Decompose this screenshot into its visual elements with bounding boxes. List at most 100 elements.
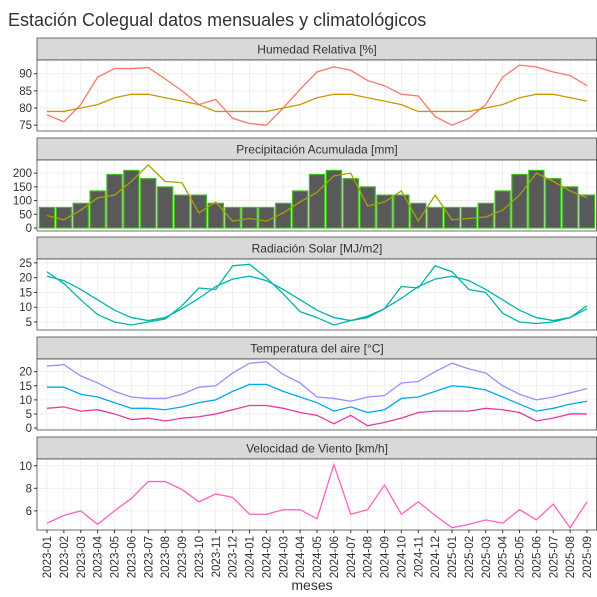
bar bbox=[190, 194, 208, 229]
x-tick-label: 2024-12 bbox=[430, 536, 442, 578]
x-tick-label: 2024-03 bbox=[278, 536, 290, 578]
y-tick-label: 50 bbox=[19, 209, 32, 221]
x-tick-label: 2023-05 bbox=[110, 536, 122, 578]
x-tick-label: 2024-06 bbox=[329, 536, 341, 578]
x-tick-label: 2025-09 bbox=[582, 536, 594, 578]
y-tick-label: 100 bbox=[13, 196, 32, 208]
y-tick-label: 150 bbox=[13, 182, 32, 194]
bar bbox=[376, 194, 393, 229]
strip-label: Radiación Solar [MJ/m2] bbox=[252, 242, 383, 256]
line bbox=[46, 164, 588, 223]
y-tick-label: 10 bbox=[19, 395, 32, 407]
line bbox=[46, 462, 588, 529]
bar bbox=[342, 178, 359, 229]
x-tick-label: 2024-05 bbox=[312, 536, 324, 578]
y-tick-label: 10 bbox=[19, 461, 32, 473]
bar bbox=[325, 169, 343, 229]
bar bbox=[291, 190, 309, 229]
bar bbox=[359, 186, 376, 229]
line bbox=[46, 263, 588, 326]
bar bbox=[38, 206, 56, 229]
bar bbox=[72, 202, 89, 229]
x-tick-label: 2024-04 bbox=[295, 535, 307, 578]
x-tick-label: 2025-02 bbox=[464, 536, 476, 578]
strip-label: Temperatura del aire [°C] bbox=[250, 342, 384, 356]
x-tick-label: 2024-09 bbox=[380, 536, 392, 578]
x-tick-label: 2023-10 bbox=[194, 536, 206, 578]
bar bbox=[426, 206, 444, 229]
bar bbox=[207, 202, 224, 229]
bar bbox=[224, 206, 241, 229]
x-tick-label: 2024-01 bbox=[245, 536, 257, 578]
y-tick-label: 90 bbox=[19, 69, 32, 81]
bar bbox=[477, 202, 494, 229]
x-tick-label: 2023-08 bbox=[160, 536, 172, 578]
x-tick-label: 2023-11 bbox=[211, 536, 223, 577]
y-tick-label: 5 bbox=[26, 409, 32, 421]
y-tick-label: 5 bbox=[26, 317, 32, 329]
bar bbox=[393, 194, 410, 229]
y-tick-label: 15 bbox=[19, 381, 32, 393]
bar bbox=[443, 206, 461, 229]
y-tick-label: 15 bbox=[19, 287, 32, 299]
x-tick-label: 2023-12 bbox=[228, 536, 240, 578]
bar bbox=[410, 202, 427, 229]
line bbox=[46, 64, 588, 126]
y-tick-label: 20 bbox=[19, 367, 32, 379]
x-tick-label: 2025-04 bbox=[498, 535, 510, 578]
y-tick-label: 85 bbox=[19, 86, 32, 98]
strip-label: Humedad Relativa [%] bbox=[257, 43, 376, 57]
x-tick-label: 2024-08 bbox=[363, 536, 375, 578]
x-tick-label: 2024-11 bbox=[413, 536, 425, 577]
bar bbox=[140, 178, 157, 229]
x-tick-label: 2024-07 bbox=[346, 536, 358, 578]
y-tick-label: 25 bbox=[19, 258, 32, 270]
x-tick-label: 2023-03 bbox=[76, 536, 88, 578]
x-tick-label: 2025-01 bbox=[447, 536, 459, 578]
line bbox=[47, 93, 588, 113]
x-tick-label: 2023-02 bbox=[59, 536, 71, 578]
x-tick-label: 2025-03 bbox=[481, 536, 493, 578]
y-tick-label: 75 bbox=[19, 120, 32, 132]
x-tick-label: 2025-06 bbox=[531, 536, 543, 578]
line bbox=[46, 404, 587, 427]
line bbox=[46, 361, 588, 402]
bar bbox=[578, 194, 596, 229]
strip-label: Precipitación Acumulada [mm] bbox=[236, 143, 397, 157]
y-tick-label: 6 bbox=[26, 506, 32, 518]
x-tick-label: 2025-08 bbox=[565, 536, 577, 578]
bar bbox=[173, 194, 191, 229]
x-tick-label: 2024-02 bbox=[261, 536, 273, 578]
chart-title: Estación Colegual datos mensuales y clim… bbox=[8, 10, 426, 30]
x-tick-label: 2023-01 bbox=[42, 536, 54, 578]
y-tick-label: 10 bbox=[19, 302, 32, 314]
bar bbox=[561, 186, 579, 229]
y-tick-label: 0 bbox=[26, 423, 32, 435]
x-tick-label: 2025-07 bbox=[548, 536, 560, 578]
x-axis-title: meses bbox=[291, 577, 332, 593]
x-tick-label: 2023-09 bbox=[177, 536, 189, 578]
bar bbox=[545, 178, 562, 229]
x-tick-label: 2023-06 bbox=[126, 536, 138, 578]
y-tick-label: 200 bbox=[13, 168, 32, 180]
bar bbox=[241, 206, 258, 229]
line bbox=[47, 383, 588, 414]
x-tick-label: 2024-10 bbox=[396, 536, 408, 578]
bar bbox=[528, 169, 545, 229]
y-tick-label: 80 bbox=[19, 103, 32, 115]
bar bbox=[308, 173, 326, 229]
bar bbox=[106, 173, 123, 229]
bar bbox=[275, 202, 292, 229]
y-tick-label: 20 bbox=[19, 273, 32, 285]
y-tick-label: 0 bbox=[26, 223, 32, 235]
bar bbox=[511, 173, 528, 229]
x-tick-label: 2023-07 bbox=[143, 536, 155, 578]
bar bbox=[55, 206, 73, 229]
x-tick-label: 2025-05 bbox=[515, 536, 527, 578]
y-tick-label: 8 bbox=[26, 483, 32, 495]
bar bbox=[123, 169, 140, 229]
bar bbox=[156, 186, 174, 229]
bar bbox=[258, 206, 275, 229]
strip-label: Velocidad de Viento [km/h] bbox=[246, 442, 388, 456]
